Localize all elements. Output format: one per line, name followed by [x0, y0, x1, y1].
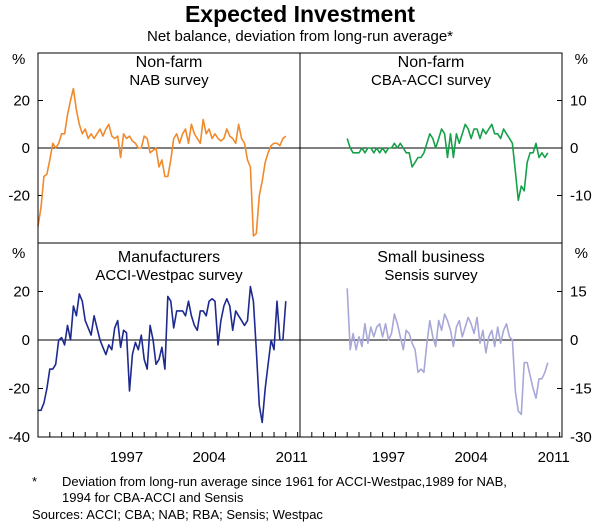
y-tick-label-bottom-left: -40	[8, 429, 30, 446]
panel-title-top-right: Non-farm	[398, 54, 465, 71]
unit-label-top-left: %	[12, 51, 25, 68]
plot-layer: 20 0 -20 10 0 -10 20 0 -20 -40 15 0 -15 -30 1997 2004 20…	[8, 52, 592, 466]
y-tick-label-bottom-right: -15	[570, 381, 592, 398]
unit-label-top-right: %	[575, 51, 588, 68]
y-tick-label-bottom-left: 20	[13, 284, 30, 301]
y-tick-label-bottom-left: 0	[22, 332, 30, 349]
y-tick-label-bottom-right: 15	[570, 284, 587, 301]
y-tick-label-bottom-left: -20	[8, 381, 30, 398]
panel-title-bottom-right: Small business	[377, 249, 485, 266]
panel-title-bottom-left: Manufacturers	[118, 249, 220, 266]
series-line-bottom-left	[38, 285, 287, 424]
series-line-bottom-right	[346, 288, 549, 416]
footnote-marker: *	[32, 474, 37, 489]
y-tick-label-top-left: 0	[22, 140, 30, 157]
panel-subtitle-top-right: CBA-ACCI survey	[371, 72, 492, 89]
footnote-text: Deviation from long-run average since 19…	[62, 474, 507, 489]
x-tick-label-right: 1997	[372, 449, 405, 466]
chart-subtitle: Net balance, deviation from long-run ave…	[147, 28, 453, 45]
x-tick-label-right: 2004	[454, 449, 487, 466]
series-line-top-left	[37, 87, 287, 237]
unit-label-bottom-left: %	[12, 245, 25, 262]
x-tick-label-right: 2011	[538, 449, 570, 466]
unit-label-bottom-right: %	[575, 245, 588, 262]
series-line-top-right	[346, 123, 549, 202]
y-tick-label-bottom-right: 0	[570, 332, 578, 349]
y-tick-label-top-right: -10	[570, 188, 592, 205]
panel-subtitle-top-left: NAB survey	[129, 72, 209, 89]
y-tick-label-top-right: 0	[570, 140, 578, 157]
y-tick-label-top-left: -20	[8, 188, 30, 205]
x-tick-label-left: 2011	[276, 449, 308, 466]
sources: Sources: ACCI; CBA; NAB; RBA; Sensis; We…	[32, 507, 323, 522]
panel-title-top-left: Non-farm	[136, 54, 203, 71]
y-tick-label-top-right: 10	[570, 93, 587, 110]
panel-subtitle-bottom-right: Sensis survey	[384, 267, 478, 284]
x-tick-label-left: 2004	[192, 449, 225, 466]
y-tick-label-top-left: 20	[13, 93, 30, 110]
panel-subtitle-bottom-left: ACCI-Westpac survey	[95, 267, 243, 284]
x-tick-label-left: 1997	[110, 449, 143, 466]
footnote-text-continued: 1994 for CBA-ACCI and Sensis	[62, 490, 244, 505]
chart-title: Expected Investment	[185, 1, 415, 27]
y-tick-label-bottom-right: -30	[570, 429, 592, 446]
